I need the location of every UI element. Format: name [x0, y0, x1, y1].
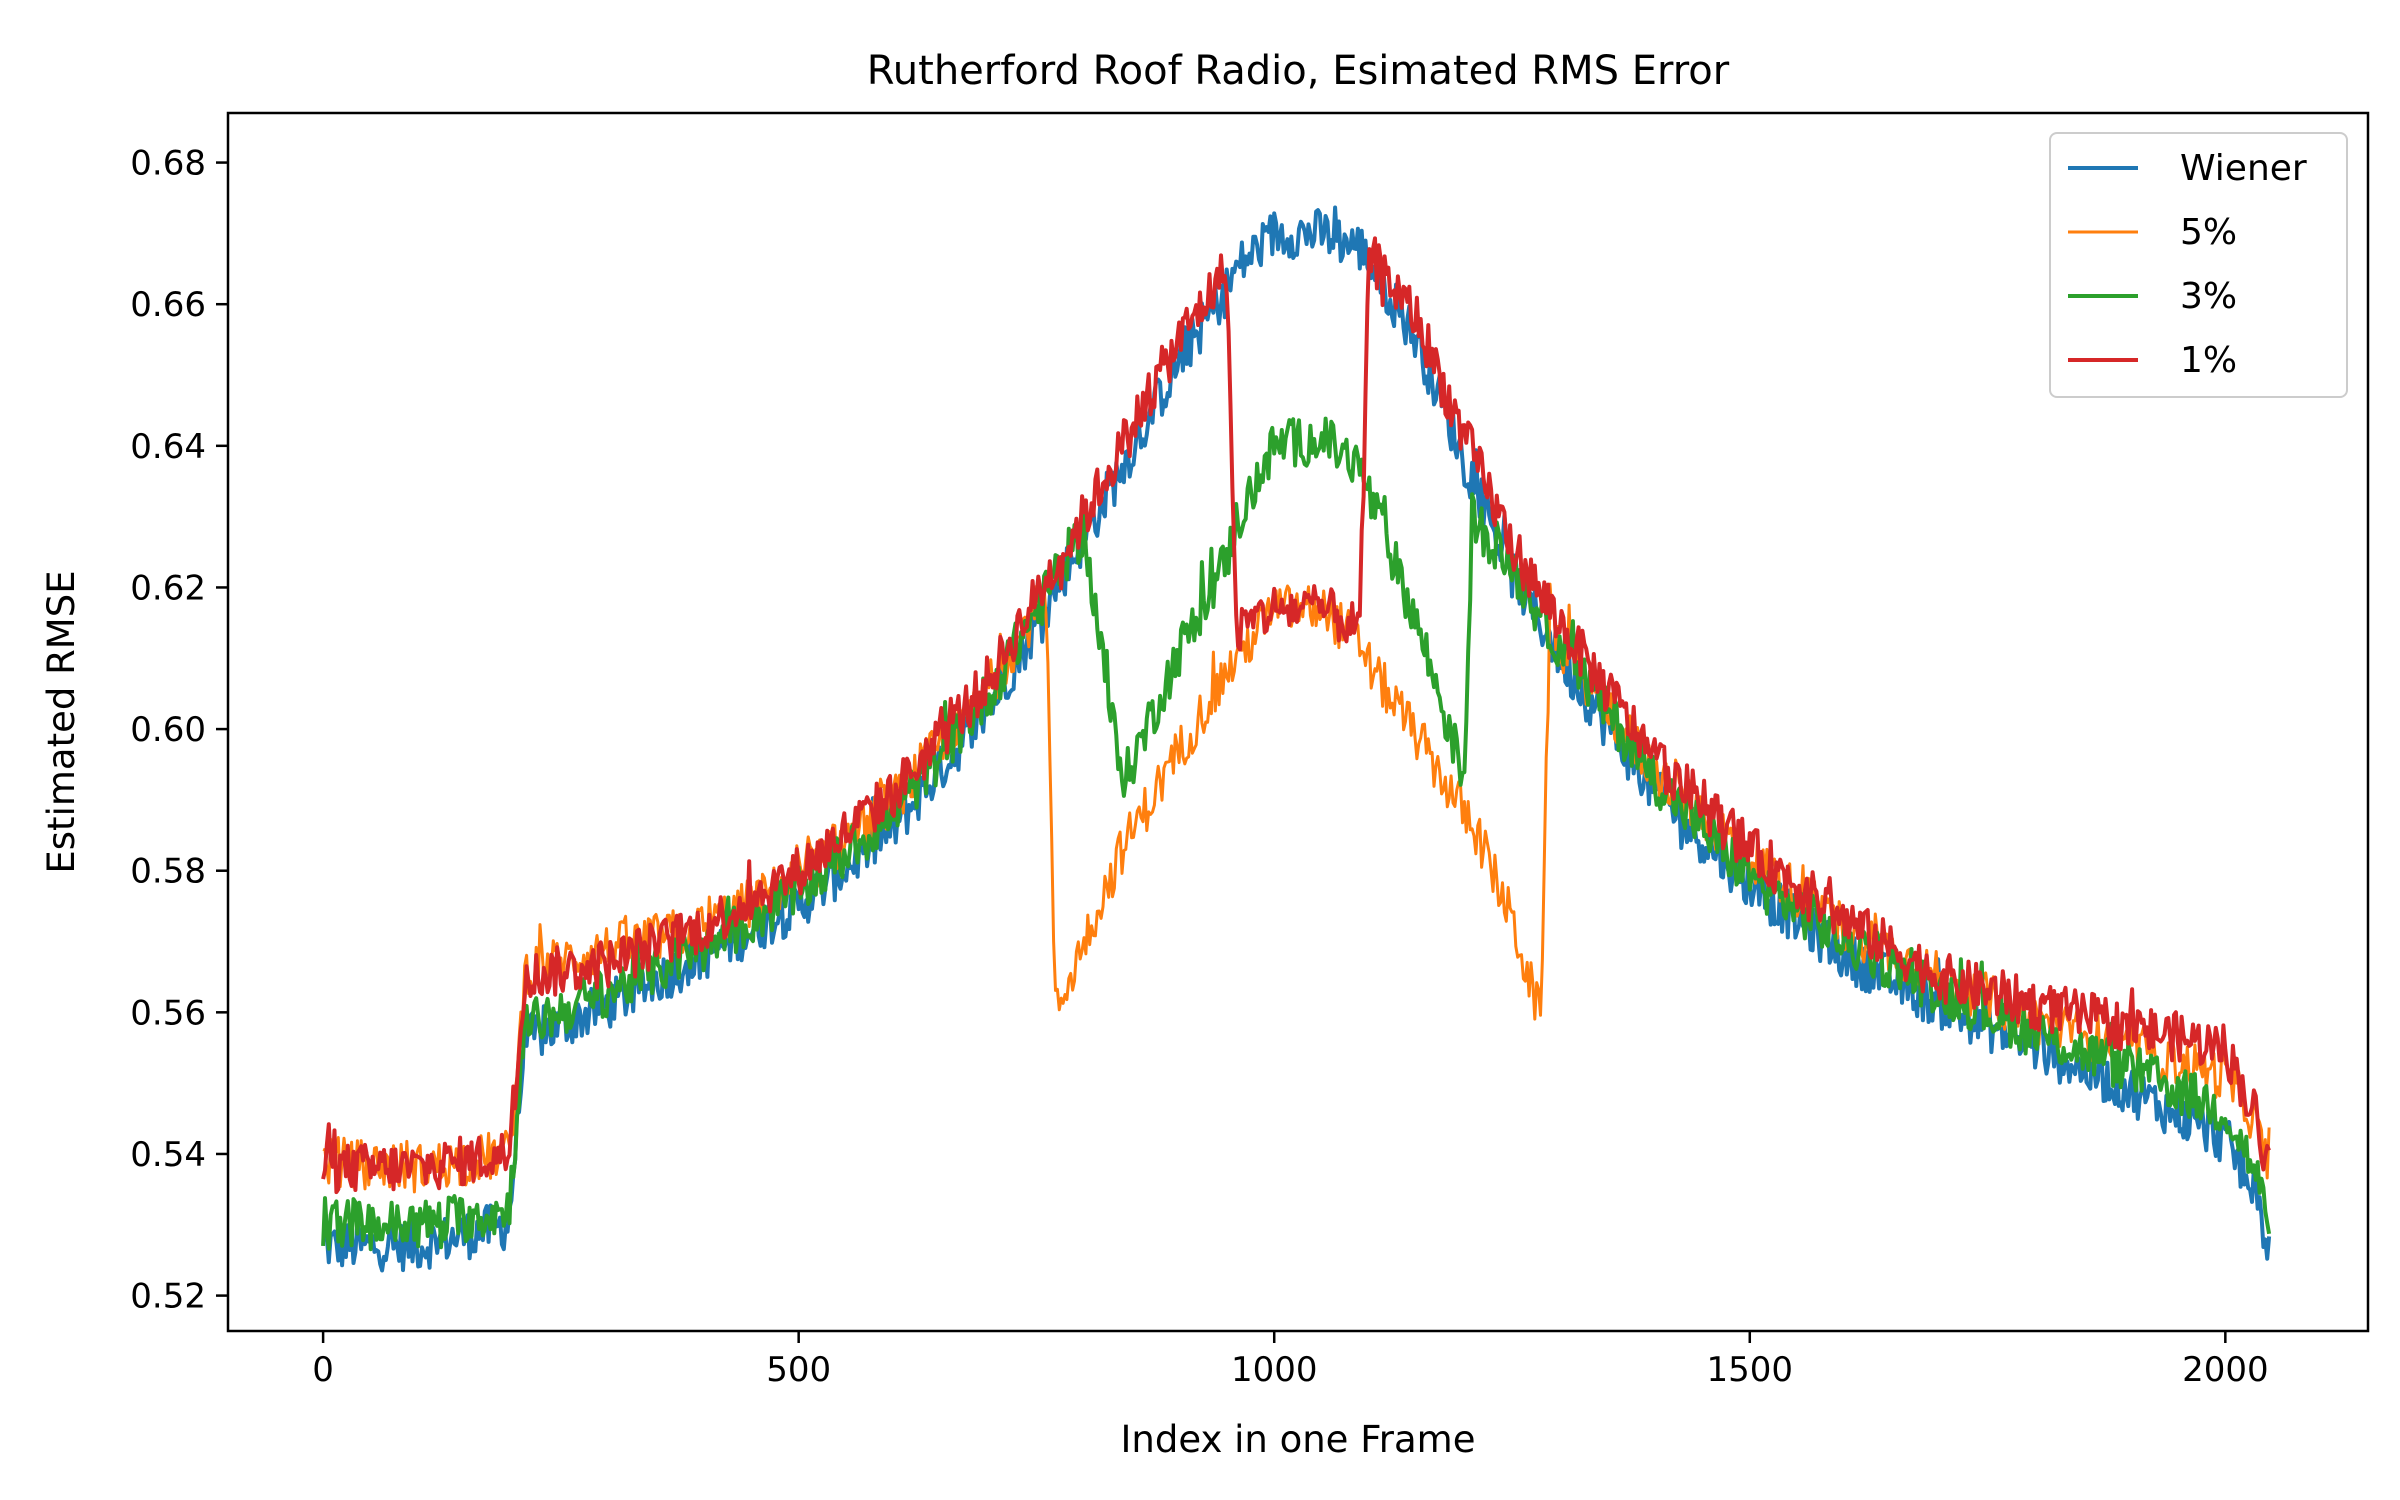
y-tick-label: 0.66 — [130, 285, 206, 325]
x-tick-label: 0 — [312, 1350, 334, 1390]
legend-label-1: Wiener — [2180, 148, 2307, 189]
x-tick-label: 2000 — [2182, 1350, 2269, 1390]
legend-box — [2049, 132, 2348, 398]
x-axis-label: Index in one Frame — [1120, 1418, 1475, 1461]
y-tick-label: 0.68 — [130, 144, 206, 184]
chart-title: Rutherford Roof Radio, Esimated RMS Erro… — [867, 48, 1730, 94]
x-tick-label: 1500 — [1707, 1350, 1794, 1390]
x-tick-label: 500 — [766, 1350, 831, 1390]
y-tick-label: 0.52 — [130, 1277, 206, 1317]
legend-label-3: 3% — [2180, 276, 2237, 317]
legend-label-2: 5% — [2180, 212, 2237, 253]
legend-label-4: 1% — [2180, 340, 2237, 381]
y-tick-label: 0.54 — [130, 1135, 206, 1175]
y-axis-label: Estimated RMSE — [40, 570, 83, 873]
y-axis: 0.52 0.54 0.56 0.58 0.60 0.62 0.64 0.66 0.68 — [130, 144, 228, 1317]
plot-area-frame — [226, 111, 2370, 1333]
y-tick-label: 0.58 — [130, 852, 206, 892]
x-axis: 0 500 1000 1500 2000 — [312, 1331, 2269, 1390]
y-tick-label: 0.60 — [130, 710, 206, 750]
y-tick-label: 0.62 — [130, 568, 206, 608]
y-tick-label: 0.64 — [130, 427, 206, 467]
legend: Wiener 5% 3% 1% — [2049, 132, 2348, 398]
x-tick-label: 1000 — [1231, 1350, 1318, 1390]
series-line-4 — [321, 236, 2271, 1195]
series-layer — [321, 205, 2272, 1273]
y-tick-label: 0.56 — [130, 993, 206, 1033]
